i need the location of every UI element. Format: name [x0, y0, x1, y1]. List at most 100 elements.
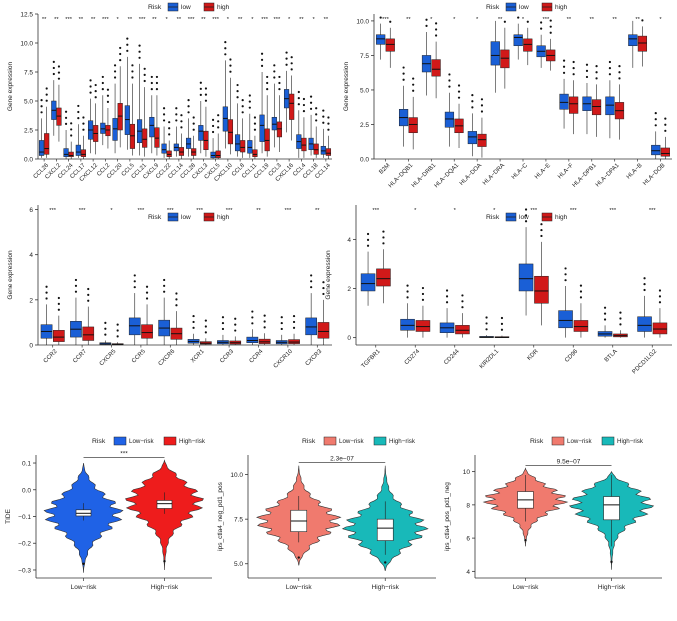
- outlier-point: [192, 326, 195, 329]
- box-low: [558, 310, 573, 329]
- box-low: [210, 151, 216, 159]
- box-high: [573, 320, 589, 332]
- outlier-point: [199, 93, 202, 97]
- outlier-point: [57, 65, 61, 68]
- outlier-point: [322, 109, 325, 112]
- outlier-point: [116, 335, 119, 338]
- y-tick-label: 10.0: [20, 41, 33, 48]
- legend-title: Risk: [486, 214, 500, 221]
- outlier-point: [70, 134, 73, 137]
- significance-label: *: [522, 17, 525, 23]
- box-high: [142, 128, 148, 148]
- legend-label-high: high: [555, 214, 568, 221]
- significance-label: ***: [372, 208, 380, 214]
- outlier-point: [461, 294, 464, 297]
- outlier-point: [608, 60, 612, 64]
- outlier-point: [564, 279, 567, 282]
- y-axis-title: Gene expression: [343, 62, 350, 112]
- outlier-point: [224, 47, 227, 50]
- y-axis-title: Gene expression: [7, 250, 14, 300]
- box-high: [325, 148, 332, 156]
- outlier-point: [327, 128, 330, 131]
- outlier-point: [236, 83, 239, 87]
- significance-label: ***: [530, 208, 538, 214]
- outlier-point: [143, 67, 146, 70]
- significance-label: *: [227, 17, 230, 23]
- outlier-point: [480, 104, 484, 107]
- significance-label: *: [414, 208, 417, 214]
- x-tick-label: CXCR10: [273, 348, 294, 369]
- y-tick-label: 7.5: [360, 53, 369, 60]
- outlier-point: [77, 117, 80, 120]
- outlier-point: [549, 25, 552, 28]
- outlier-point: [251, 322, 254, 325]
- outlier-point: [77, 104, 80, 108]
- y-tick-label: 5.0: [234, 561, 243, 568]
- outlier-point: [192, 128, 195, 131]
- outlier-point: [517, 16, 520, 19]
- legend-swatch: [113, 436, 127, 446]
- x-tick-label: CCR7: [72, 348, 88, 364]
- outlier-point: [180, 120, 183, 123]
- outlier-point: [217, 114, 220, 117]
- outlier-point: [480, 110, 484, 113]
- outlier-point: [461, 300, 464, 303]
- outlier-point: [74, 284, 78, 287]
- outlier-point: [101, 75, 104, 79]
- box-high: [117, 103, 123, 131]
- outlier-point: [278, 81, 281, 85]
- box-low: [467, 131, 477, 145]
- outlier-point: [421, 298, 425, 301]
- outlier-point: [540, 223, 543, 226]
- outlier-point: [384, 561, 387, 564]
- outlier-point: [366, 232, 370, 236]
- box-low: [605, 96, 615, 116]
- outlier-point: [280, 327, 283, 331]
- outlier-point: [221, 327, 225, 331]
- outlier-point: [168, 127, 171, 130]
- outlier-point: [145, 297, 149, 300]
- outlier-point: [412, 89, 415, 92]
- box-low: [112, 118, 118, 141]
- outlier-point: [57, 296, 60, 300]
- outlier-point: [485, 322, 488, 325]
- outlier-point: [131, 64, 134, 67]
- outlier-point: [248, 100, 251, 103]
- outlier-point: [106, 100, 110, 103]
- outlier-point: [162, 113, 166, 116]
- box-high: [523, 38, 533, 52]
- outlier-point: [229, 58, 232, 61]
- significance-label: ***: [167, 208, 175, 214]
- box-high: [252, 149, 258, 157]
- box-low: [222, 106, 228, 132]
- significance-label: **: [201, 17, 206, 23]
- y-tick-label: 0.0: [24, 157, 33, 164]
- outlier-point: [579, 284, 583, 287]
- y-tick-label: 10.0: [356, 18, 369, 25]
- y-tick-label: 0: [29, 343, 33, 350]
- outlier-point: [302, 103, 306, 107]
- outlier-point: [389, 20, 392, 23]
- outlier-point: [643, 288, 646, 292]
- y-tick-label: 10.0: [230, 472, 243, 479]
- significance-label: **: [42, 17, 47, 23]
- outlier-point: [229, 64, 232, 67]
- outlier-point: [540, 27, 543, 30]
- outlier-point: [40, 105, 43, 108]
- outlier-point: [658, 289, 662, 292]
- outlier-point: [77, 110, 80, 114]
- outlier-point: [234, 323, 237, 326]
- outlier-point: [302, 97, 306, 101]
- outlier-point: [82, 116, 85, 119]
- outlier-point: [192, 320, 195, 324]
- significance-label: *: [493, 208, 496, 214]
- legend-label-high: high: [555, 4, 568, 11]
- significance-label: ***: [65, 17, 73, 23]
- outlier-point: [57, 308, 60, 311]
- outlier-point: [52, 66, 55, 70]
- x-tick-label: High−risk: [372, 584, 400, 591]
- outlier-point: [138, 44, 141, 47]
- box-low: [490, 41, 500, 66]
- outlier-point: [143, 73, 146, 76]
